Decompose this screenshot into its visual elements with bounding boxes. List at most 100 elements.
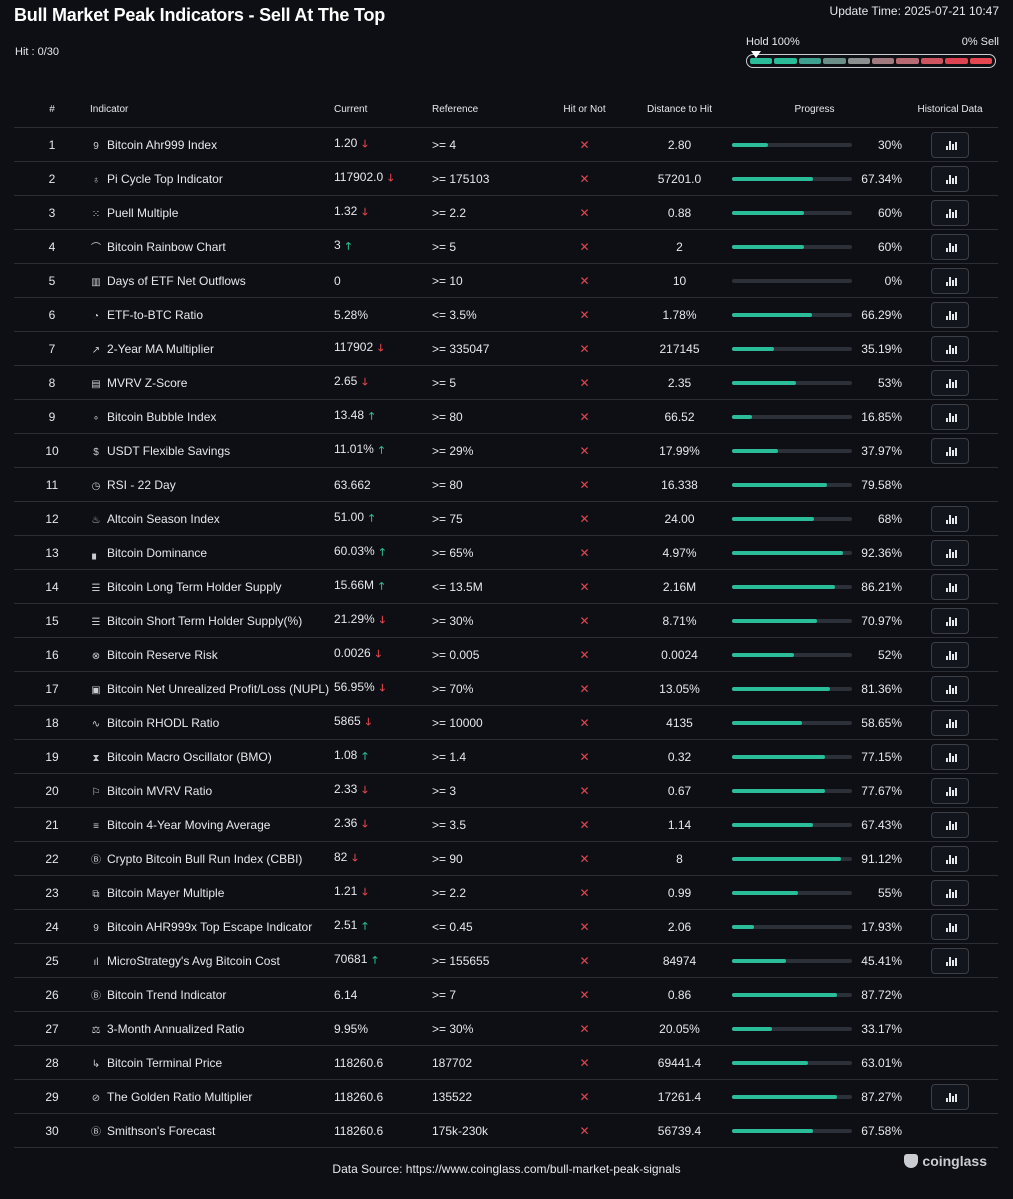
historical-data-button[interactable]: [931, 709, 969, 736]
historical-data-button[interactable]: [931, 641, 969, 668]
historical-data-button[interactable]: [931, 811, 969, 838]
historical-data-button[interactable]: [931, 267, 969, 294]
indicator-cell[interactable]: ▖ Bitcoin Dominance: [90, 535, 334, 570]
table-row[interactable]: 19 ⧗ Bitcoin Macro Oscillator (BMO) 1.08 🡑 >=…: [14, 739, 998, 774]
historical-data-button[interactable]: [931, 675, 969, 702]
indicator-name[interactable]: Bitcoin AHR999x Top Escape Indicator: [107, 919, 313, 934]
table-row[interactable]: 2 ♁ Pi Cycle Top Indicator 117902.0 🡓 >= 1751…: [14, 161, 998, 196]
historical-data-button[interactable]: [931, 403, 969, 430]
indicator-name[interactable]: The Golden Ratio Multiplier: [107, 1089, 253, 1104]
table-row[interactable]: 4 ⌒ Bitcoin Rainbow Chart 3 🡑 >= 5 ✕ 2 60%: [14, 229, 998, 264]
indicator-name[interactable]: Bitcoin Net Unrealized Profit/Loss (NUPL…: [107, 681, 330, 696]
indicator-cell[interactable]: $ USDT Flexible Savings: [90, 433, 334, 468]
table-row[interactable]: 13 ▖ Bitcoin Dominance 60.03% 🡑 >= 65% ✕ 4.97% 9…: [14, 535, 998, 570]
table-row[interactable]: 3 ⁙ Puell Multiple 1.32 🡓 >= 2.2 ✕ 0.88 60%: [14, 195, 998, 230]
table-row[interactable]: 24 9 Bitcoin AHR999x Top Escape Indicator 2…: [14, 909, 998, 944]
table-row[interactable]: 1 9 Bitcoin Ahr999 Index 1.20 🡓 >= 4 ✕ 2.80 30%: [14, 127, 998, 162]
indicator-cell[interactable]: ▣ Bitcoin Net Unrealized Profit/Loss (NUP…: [90, 671, 334, 706]
indicator-cell[interactable]: Ⓑ Crypto Bitcoin Bull Run Index (CBBI): [90, 841, 334, 876]
indicator-name[interactable]: 2-Year MA Multiplier: [107, 341, 214, 356]
table-row[interactable]: 25 ıl MicroStrategy's Avg Bitcoin Cost 7068…: [14, 943, 998, 978]
indicator-name[interactable]: RSI - 22 Day: [107, 477, 176, 492]
indicator-name[interactable]: MVRV Z-Score: [107, 375, 188, 390]
table-row[interactable]: 11 ◷ RSI - 22 Day 63.662 >= 80 ✕ 16.338 79.58%: [14, 467, 998, 502]
indicator-cell[interactable]: ◔ ETF-to-BTC Ratio: [90, 297, 334, 332]
historical-data-button[interactable]: [931, 233, 969, 260]
indicator-name[interactable]: Bitcoin Terminal Price: [107, 1055, 223, 1070]
indicator-cell[interactable]: ♁ Pi Cycle Top Indicator: [90, 161, 334, 196]
indicator-cell[interactable]: ⌒ Bitcoin Rainbow Chart: [90, 229, 334, 264]
indicator-name[interactable]: Bitcoin RHODL Ratio: [107, 715, 220, 730]
table-row[interactable]: 5 ▥ Days of ETF Net Outflows 0 >= 10 ✕ 10 0%: [14, 263, 998, 298]
indicator-name[interactable]: Bitcoin Long Term Holder Supply: [107, 579, 282, 594]
indicator-name[interactable]: ETF-to-BTC Ratio: [107, 307, 204, 322]
indicator-name[interactable]: Bitcoin Macro Oscillator (BMO): [107, 749, 272, 764]
historical-data-button[interactable]: [931, 1083, 969, 1110]
historical-data-button[interactable]: [931, 199, 969, 226]
table-row[interactable]: 18 ∿ Bitcoin RHODL Ratio 5865 🡓 >= 10000 ✕ 4135…: [14, 705, 998, 740]
indicator-name[interactable]: Bitcoin Reserve Risk: [107, 647, 218, 662]
indicator-name[interactable]: Bitcoin Ahr999 Index: [107, 137, 218, 152]
indicator-cell[interactable]: ıl MicroStrategy's Avg Bitcoin Cost: [90, 943, 334, 978]
indicator-name[interactable]: Bitcoin Dominance: [107, 545, 208, 560]
table-row[interactable]: 9 ∘ Bitcoin Bubble Index 13.48 🡑 >= 80 ✕ 66.52 1…: [14, 399, 998, 434]
indicator-cell[interactable]: ☰ Bitcoin Long Term Holder Supply: [90, 569, 334, 604]
historical-data-button[interactable]: [931, 777, 969, 804]
historical-data-button[interactable]: [931, 947, 969, 974]
historical-data-button[interactable]: [931, 845, 969, 872]
table-row[interactable]: 28 ↳ Bitcoin Terminal Price 118260.6 187702 ✕…: [14, 1045, 998, 1080]
historical-data-button[interactable]: [931, 301, 969, 328]
table-row[interactable]: 21 ≡ Bitcoin 4-Year Moving Average 2.36 🡓 >= …: [14, 807, 998, 842]
indicator-cell[interactable]: ↗ 2-Year MA Multiplier: [90, 331, 334, 366]
indicator-name[interactable]: Smithson's Forecast: [107, 1124, 216, 1138]
table-row[interactable]: 23 ⧉ Bitcoin Mayer Multiple 1.21 🡓 >= 2.2 ✕ 0.9…: [14, 875, 998, 910]
indicator-name[interactable]: Pi Cycle Top Indicator: [107, 171, 223, 186]
indicator-cell[interactable]: ▥ Days of ETF Net Outflows: [90, 263, 334, 298]
indicator-cell[interactable]: ⁙ Puell Multiple: [90, 195, 334, 230]
indicator-name[interactable]: Bitcoin Short Term Holder Supply(%): [107, 613, 303, 628]
table-row[interactable]: 16 ⊗ Bitcoin Reserve Risk 0.0026 🡓 >= 0.005 ✕ 0…: [14, 637, 998, 672]
historical-data-button[interactable]: [931, 913, 969, 940]
historical-data-button[interactable]: [931, 437, 969, 464]
indicator-cell[interactable]: ∿ Bitcoin RHODL Ratio: [90, 705, 334, 740]
indicator-name[interactable]: Puell Multiple: [107, 205, 179, 220]
historical-data-button[interactable]: [931, 539, 969, 566]
historical-data-button[interactable]: [931, 335, 969, 362]
table-row[interactable]: 10 $ USDT Flexible Savings 11.01% 🡑 >= 29% ✕ 17…: [14, 433, 998, 468]
indicator-cell[interactable]: Ⓑ Bitcoin Trend Indicator: [90, 977, 334, 1012]
table-row[interactable]: 12 ♨ Altcoin Season Index 51.00 🡑 >= 75 ✕ 24.00…: [14, 501, 998, 536]
indicator-name[interactable]: Bitcoin Rainbow Chart: [107, 240, 226, 254]
indicator-cell[interactable]: ◷ RSI - 22 Day: [90, 467, 334, 502]
indicator-cell[interactable]: ⚖ 3-Month Annualized Ratio: [90, 1011, 334, 1046]
indicator-name[interactable]: Bitcoin MVRV Ratio: [107, 783, 213, 798]
table-row[interactable]: 7 ↗ 2-Year MA Multiplier 117902 🡓 >= 335047 ✕ 2…: [14, 331, 998, 366]
historical-data-button[interactable]: [931, 505, 969, 532]
historical-data-button[interactable]: [931, 165, 969, 192]
indicator-name[interactable]: Bitcoin Mayer Multiple: [107, 885, 225, 900]
table-row[interactable]: 29 ⊘ The Golden Ratio Multiplier 118260.6 13…: [14, 1079, 998, 1114]
indicator-name[interactable]: MicroStrategy's Avg Bitcoin Cost: [107, 953, 280, 968]
historical-data-button[interactable]: [931, 573, 969, 600]
historical-data-button[interactable]: [931, 879, 969, 906]
indicator-cell[interactable]: ⧗ Bitcoin Macro Oscillator (BMO): [90, 739, 334, 774]
table-row[interactable]: 20 ⚐ Bitcoin MVRV Ratio 2.33 🡓 >= 3 ✕ 0.67 77.67…: [14, 773, 998, 808]
table-row[interactable]: 27 ⚖ 3-Month Annualized Ratio 9.95% >= 30% ✕ 2…: [14, 1011, 998, 1046]
historical-data-button[interactable]: [931, 369, 969, 396]
historical-data-button[interactable]: [931, 607, 969, 634]
indicator-cell[interactable]: ⧉ Bitcoin Mayer Multiple: [90, 875, 334, 910]
indicator-name[interactable]: 3-Month Annualized Ratio: [107, 1021, 245, 1036]
indicator-cell[interactable]: ▤ MVRV Z-Score: [90, 365, 334, 400]
table-row[interactable]: 17 ▣ Bitcoin Net Unrealized Profit/Loss (N…: [14, 671, 998, 706]
indicator-cell[interactable]: ♨ Altcoin Season Index: [90, 501, 334, 536]
indicator-cell[interactable]: 9 Bitcoin AHR999x Top Escape Indicator: [90, 909, 334, 944]
table-row[interactable]: 8 ▤ MVRV Z-Score 2.65 🡓 >= 5 ✕ 2.35 53%: [14, 365, 998, 400]
indicator-name[interactable]: Bitcoin 4-Year Moving Average: [107, 817, 271, 832]
indicator-cell[interactable]: ⊘ The Golden Ratio Multiplier: [90, 1079, 334, 1114]
indicator-name[interactable]: Altcoin Season Index: [107, 511, 220, 526]
indicator-cell[interactable]: ≡ Bitcoin 4-Year Moving Average: [90, 807, 334, 842]
table-row[interactable]: 30 Ⓑ Smithson's Forecast 118260.6 175k-230k ✕…: [14, 1113, 998, 1148]
indicator-cell[interactable]: ↳ Bitcoin Terminal Price: [90, 1045, 334, 1080]
indicator-name[interactable]: Bitcoin Trend Indicator: [107, 988, 227, 1002]
table-row[interactable]: 14 ☰ Bitcoin Long Term Holder Supply 15.66M…: [14, 569, 998, 604]
indicator-cell[interactable]: ⚐ Bitcoin MVRV Ratio: [90, 773, 334, 808]
